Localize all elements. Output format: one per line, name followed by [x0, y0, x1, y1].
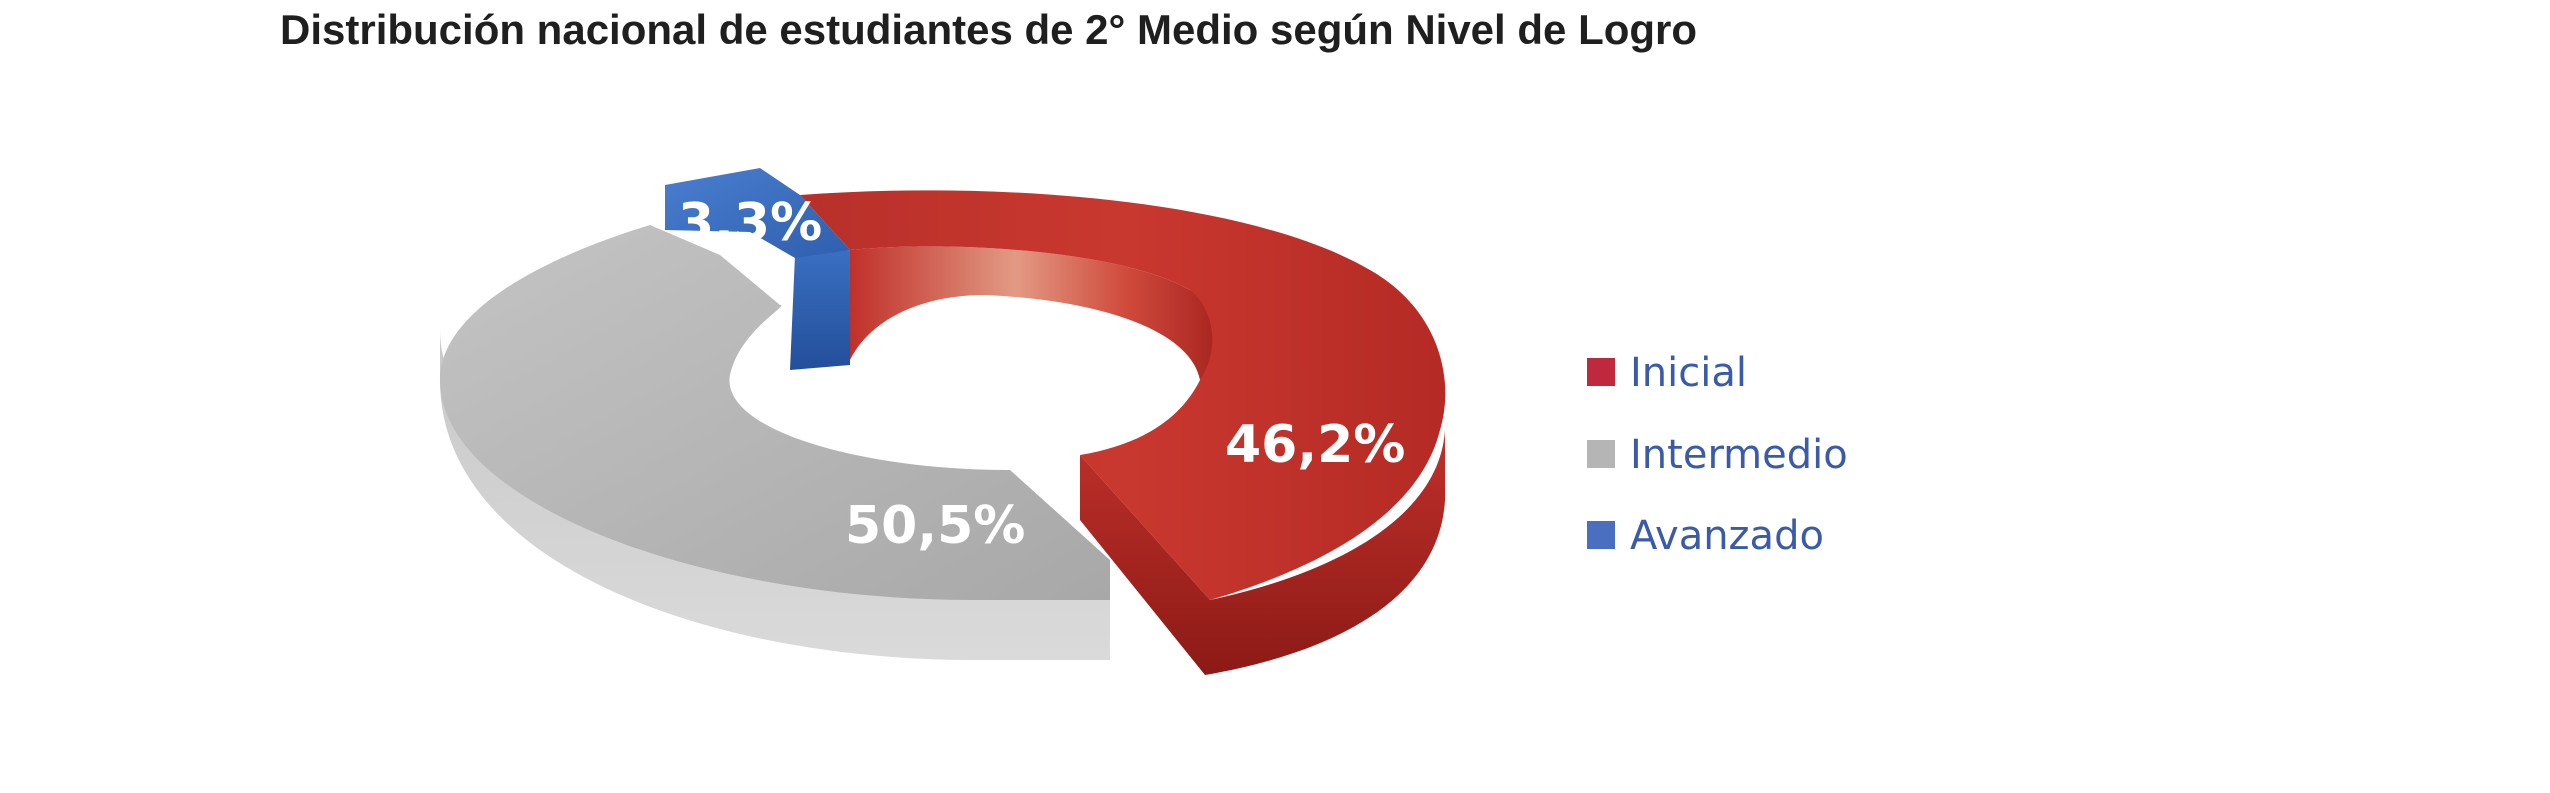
legend-label-intermedio: Intermedio [1630, 432, 1848, 478]
legend-swatch-avanzado [1587, 521, 1615, 549]
slice-intermedio [440, 225, 1110, 600]
legend-label-avanzado: Avanzado [1630, 513, 1824, 559]
label-avanzado: 3,3% [678, 193, 822, 253]
label-intermedio: 50,5% [845, 496, 1025, 556]
chart-title: Distribución nacional de estudiantes de … [280, 6, 1698, 53]
slice-inicial-inner [850, 246, 1218, 380]
slice-avanzado-side [790, 250, 850, 370]
slice-inicial-side [1080, 430, 1445, 675]
slice-avanzado [665, 168, 850, 258]
legend-swatch-intermedio [1587, 440, 1615, 468]
slice-inicial [800, 190, 1446, 601]
label-inicial: 46,2% [1225, 415, 1405, 475]
legend-swatch-inicial [1587, 358, 1615, 386]
legend-label-inicial: Inicial [1630, 350, 1747, 396]
slice-intermedio-side [440, 330, 1110, 660]
legend: Inicial Intermedio Avanzado [1587, 350, 1848, 559]
